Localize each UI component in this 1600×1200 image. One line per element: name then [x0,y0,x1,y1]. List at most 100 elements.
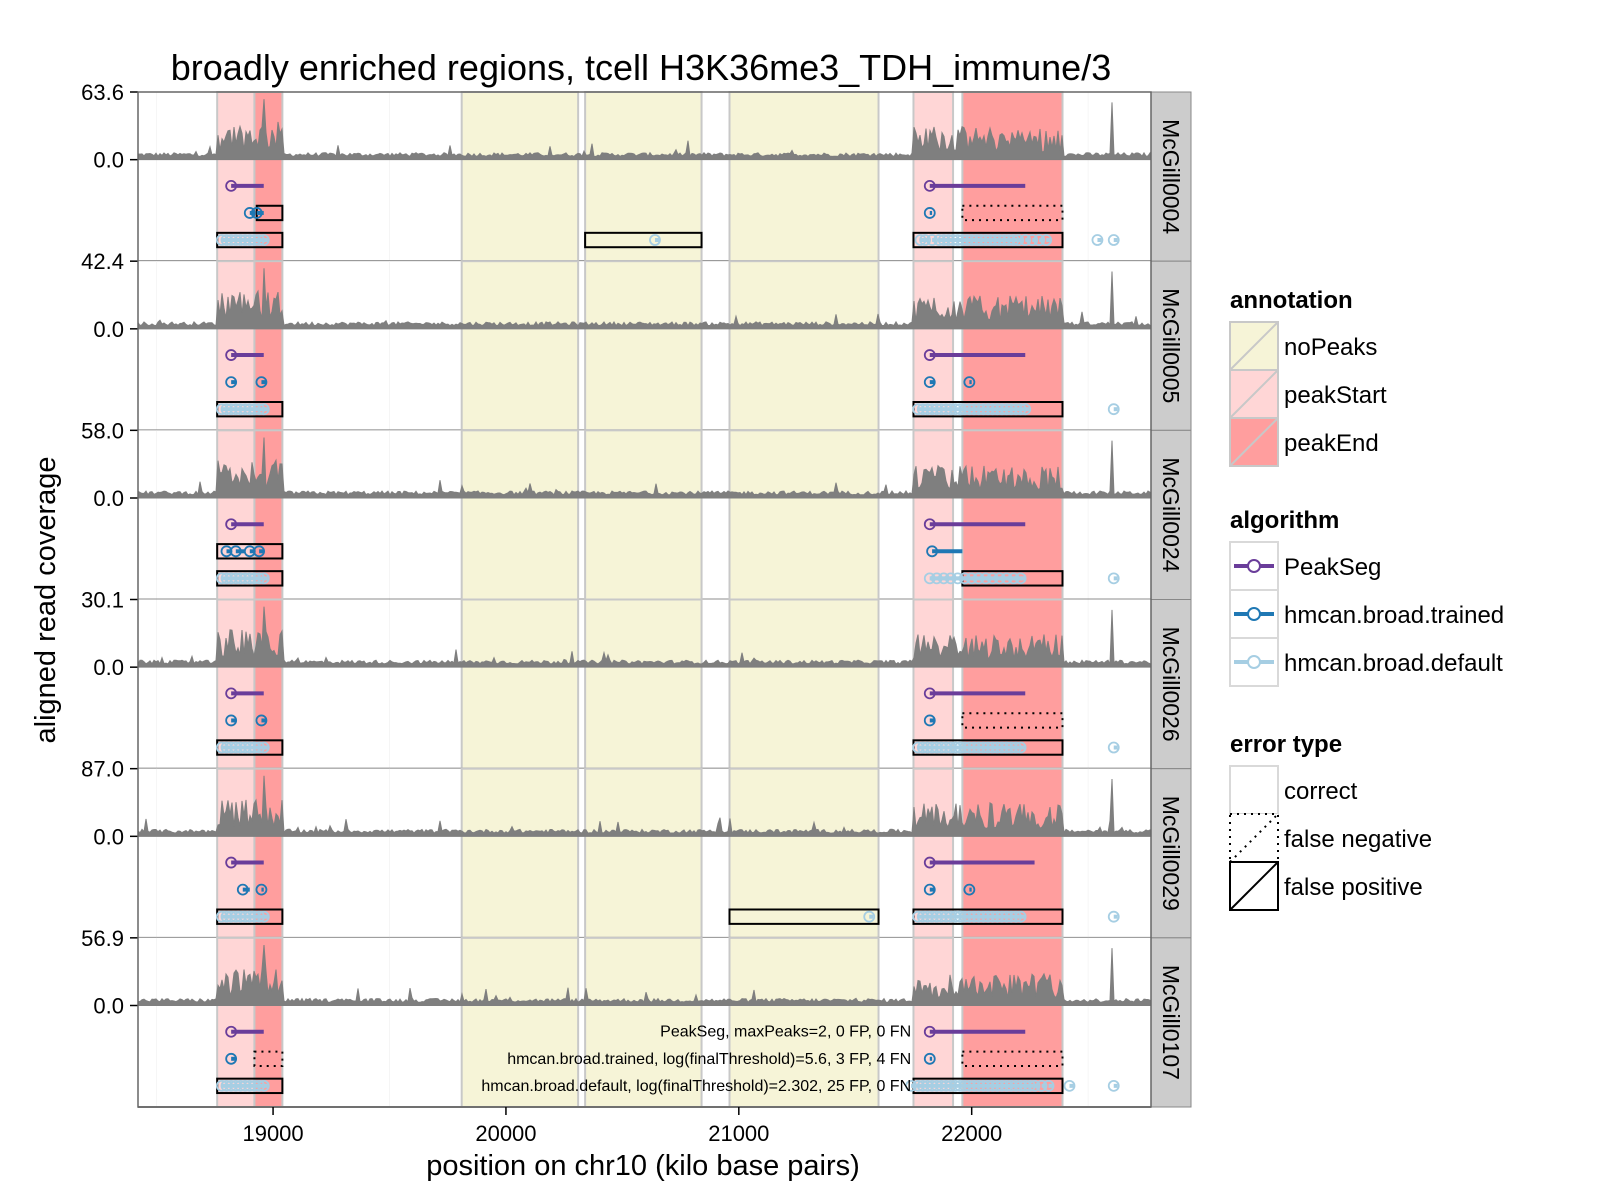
trained-point [926,545,938,558]
facet-strip [1150,91,1192,262]
default-point [944,572,957,585]
default-point [951,572,964,585]
legend-key-diagonal [1229,369,1279,419]
default-point [1028,1079,1041,1092]
x-axis-label: position on chr10 (kilo base pairs) [426,1150,860,1182]
default-point [1063,1079,1076,1092]
y-tick-max: 56.9 [81,926,124,951]
panel-McGill0024: 58.0 0.0 McGill0024 [81,418,1192,601]
legend-label: PeakSeg [1284,554,1381,581]
error-box-false-positive [728,908,880,925]
facet-strip-label: McGill0024 [1158,457,1184,572]
annotation-noPeaks [584,260,703,432]
default-point [930,572,943,585]
trained-point [255,883,268,896]
trained-point [243,207,256,219]
y-tick-max: 42.4 [81,249,124,274]
default-point [1007,572,1020,585]
default-point [257,572,270,585]
default-point [1014,910,1027,923]
default-point [1107,741,1120,754]
peakseg-point [923,518,936,531]
default-point [993,572,1006,585]
default-point [1033,234,1046,246]
trained-point [253,545,265,558]
panel-McGill0029: 87.0 0.0 McGill0029 [81,757,1192,939]
trained-point [229,545,242,558]
y-tick-max: 87.0 [81,757,124,782]
default-point [1091,234,1104,246]
legend-key-point [1247,655,1261,669]
default-point [919,234,932,246]
y-tick-zero: 0.0 [93,994,124,1019]
default-point [1107,1079,1120,1092]
annotation-noPeaks [728,91,880,263]
trained-point [923,883,936,896]
error-box-false-negative [961,1050,1064,1067]
default-point [1107,234,1120,246]
peakseg-point [225,1025,238,1038]
error-box-false-positive [216,543,284,560]
panel-McGill0107: PeakSeg, maxPeaks=2, 0 FP, 0 FN hmcan.bro… [81,926,1192,1108]
legend-label: correct [1284,778,1358,805]
default-point [979,572,992,585]
default-point [958,572,971,585]
legend-label: peakEnd [1284,430,1379,457]
annotation-noPeaks [584,598,703,770]
default-point [1042,1079,1055,1092]
annotation-noPeaks [728,936,880,1108]
legend-title: annotation [1230,287,1353,314]
default-point [1026,234,1039,246]
trained-point [236,883,249,896]
annotation-peakStart [912,429,955,601]
facet-strip [1150,937,1192,1108]
annotation-noPeaks [584,429,703,601]
error-box-false-positive [584,231,703,249]
annotation-noPeaks [460,598,580,770]
facet-strip-label: McGill0026 [1158,627,1184,742]
facet-strip-label: McGill0029 [1158,796,1184,911]
legend-label: noPeaks [1284,334,1377,361]
annotation-noPeaks [460,260,580,432]
default-point [1012,234,1025,246]
legend-label: hmcan.broad.trained [1284,602,1504,629]
legend-key-point [1247,607,1261,621]
error-box-false-negative [961,712,1064,729]
trained-point [923,376,936,389]
error-box-false-positive [912,231,1064,249]
annotation-noPeaks [728,767,880,939]
legend-label: peakStart [1284,382,1387,409]
facet-strip-label: McGill0004 [1158,119,1184,234]
trained-point [255,376,268,389]
panel-McGill0005: 42.4 0.0 McGill0005 [81,249,1192,432]
peakseg-point [225,687,238,700]
peakseg-point [923,1025,936,1038]
annotation-noPeaks [460,91,580,263]
y-tick-zero: 0.0 [93,317,124,342]
default-point [926,234,938,246]
legend-key-diagonal [1229,861,1279,911]
x-tick-label: 19000 [242,1121,303,1146]
legend-title: error type [1230,731,1342,758]
trained-point [923,1052,936,1065]
coverage-signal [137,775,1152,837]
trained-point [250,207,263,219]
panels: 63.6 0.0 McGill0004 42.4 0.0 McGill0005 58.0 0.… [81,80,1192,1108]
plot-border [137,91,1152,1108]
facet-strip-label: McGill0107 [1158,965,1184,1080]
default-point [257,1079,270,1092]
legend: annotation noPeaks peakStart peakEnd algorit… [1229,287,1504,911]
y-tick-max: 58.0 [81,418,124,443]
trained-point [225,376,238,389]
legend-key-point [1247,559,1261,573]
legend-key-correct [1229,765,1279,815]
legend-key-diagonal [1229,417,1279,467]
x-tick-label: 22000 [941,1121,1002,1146]
x-axis: 19000 20000 21000 22000 [242,1107,1002,1146]
peakseg-point [923,687,936,700]
legend-key-diagonal [1229,813,1279,863]
y-tick-zero: 0.0 [93,486,124,511]
legend-key-diagonal [1229,321,1279,371]
peakseg-point [923,856,936,869]
default-point [1040,234,1053,246]
